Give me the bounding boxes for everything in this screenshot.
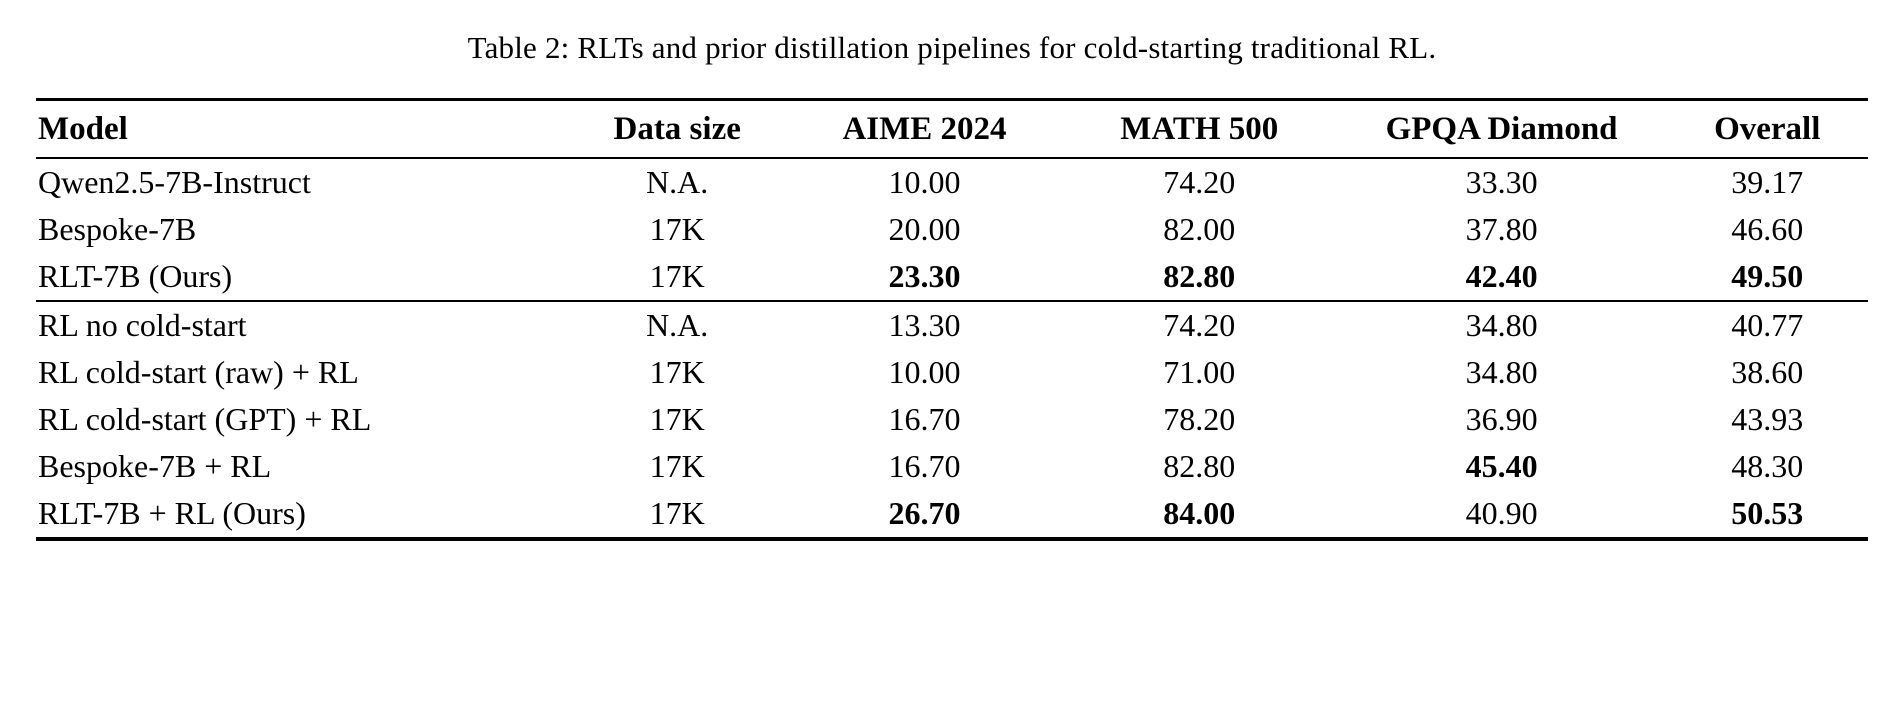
- math-cell: 82.80: [1163, 258, 1236, 294]
- math-cell: 82.80: [1163, 448, 1236, 484]
- data-size-cell: 17K: [649, 258, 705, 294]
- table-row: Qwen2.5-7B-Instruct N.A. 10.00 74.20 33.…: [36, 158, 1868, 206]
- table-row: RLT-7B + RL (Ours) 17K 26.70 84.00 40.90…: [36, 490, 1868, 539]
- gpqa-cell: 45.40: [1465, 448, 1538, 484]
- gpqa-cell: 36.90: [1465, 401, 1538, 437]
- table-row: RL no cold-start N.A. 13.30 74.20 34.80 …: [36, 301, 1868, 349]
- model-cell: RL cold-start (GPT) + RL: [38, 401, 372, 437]
- model-cell: RL no cold-start: [38, 307, 247, 343]
- overall-cell: 43.93: [1731, 401, 1804, 437]
- column-header-math-500: MATH 500: [1120, 111, 1279, 147]
- column-header-aime-2024: AIME 2024: [842, 111, 1007, 147]
- aime-cell: 13.30: [888, 307, 961, 343]
- gpqa-cell: 37.80: [1465, 211, 1538, 247]
- results-table: Model Data size AIME 2024 MATH 500 GPQA …: [36, 98, 1868, 541]
- gpqa-cell: 40.90: [1465, 495, 1538, 531]
- model-cell: RLT-7B (Ours): [38, 258, 233, 294]
- math-cell: 78.20: [1163, 401, 1236, 437]
- model-cell: Qwen2.5-7B-Instruct: [38, 164, 311, 200]
- aime-cell: 10.00: [888, 354, 961, 390]
- table-row: RL cold-start (raw) + RL 17K 10.00 71.00…: [36, 349, 1868, 396]
- gpqa-cell: 33.30: [1465, 164, 1538, 200]
- overall-cell: 46.60: [1731, 211, 1804, 247]
- aime-cell: 10.00: [888, 164, 961, 200]
- data-size-cell: 17K: [649, 401, 705, 437]
- data-size-cell: 17K: [649, 211, 705, 247]
- aime-cell: 16.70: [888, 448, 961, 484]
- table-header: Model Data size AIME 2024 MATH 500 GPQA …: [36, 100, 1868, 158]
- aime-cell: 23.30: [888, 258, 961, 294]
- table-row: RL cold-start (GPT) + RL 17K 16.70 78.20…: [36, 396, 1868, 443]
- math-cell: 82.00: [1163, 211, 1236, 247]
- column-header-data-size: Data size: [613, 111, 741, 147]
- data-size-cell: N.A.: [646, 164, 709, 200]
- overall-cell: 39.17: [1731, 164, 1804, 200]
- model-cell: RLT-7B + RL (Ours): [38, 495, 306, 531]
- math-cell: 84.00: [1163, 495, 1236, 531]
- gpqa-cell: 34.80: [1465, 354, 1538, 390]
- table-row: RLT-7B (Ours) 17K 23.30 82.80 42.40 49.5…: [36, 253, 1868, 301]
- overall-cell: 48.30: [1731, 448, 1804, 484]
- aime-cell: 26.70: [888, 495, 961, 531]
- model-cell: Bespoke-7B: [38, 211, 197, 247]
- data-size-cell: 17K: [649, 495, 705, 531]
- column-header-overall: Overall: [1714, 111, 1821, 147]
- table-caption: Table 2: RLTs and prior distillation pip…: [467, 30, 1437, 65]
- data-size-cell: 17K: [649, 354, 705, 390]
- math-cell: 74.20: [1163, 164, 1236, 200]
- table-row: Bespoke-7B + RL 17K 16.70 82.80 45.40 48…: [36, 443, 1868, 490]
- data-size-cell: 17K: [649, 448, 705, 484]
- data-size-cell: N.A.: [646, 307, 709, 343]
- table-group-rl: RL no cold-start N.A. 13.30 74.20 34.80 …: [36, 301, 1868, 539]
- header-row: Model Data size AIME 2024 MATH 500 GPQA …: [36, 100, 1868, 158]
- aime-cell: 16.70: [888, 401, 961, 437]
- overall-cell: 50.53: [1731, 495, 1804, 531]
- gpqa-cell: 42.40: [1465, 258, 1538, 294]
- table-group-distillation: Qwen2.5-7B-Instruct N.A. 10.00 74.20 33.…: [36, 158, 1868, 301]
- table-row: Bespoke-7B 17K 20.00 82.00 37.80 46.60: [36, 206, 1868, 253]
- overall-cell: 49.50: [1731, 258, 1804, 294]
- math-cell: 71.00: [1163, 354, 1236, 390]
- overall-cell: 40.77: [1731, 307, 1804, 343]
- gpqa-cell: 34.80: [1465, 307, 1538, 343]
- model-cell: Bespoke-7B + RL: [38, 448, 272, 484]
- column-header-model: Model: [38, 111, 128, 147]
- model-cell: RL cold-start (raw) + RL: [38, 354, 359, 390]
- overall-cell: 38.60: [1731, 354, 1804, 390]
- math-cell: 74.20: [1163, 307, 1236, 343]
- column-header-gpqa-diamond: GPQA Diamond: [1385, 111, 1618, 147]
- aime-cell: 20.00: [888, 211, 961, 247]
